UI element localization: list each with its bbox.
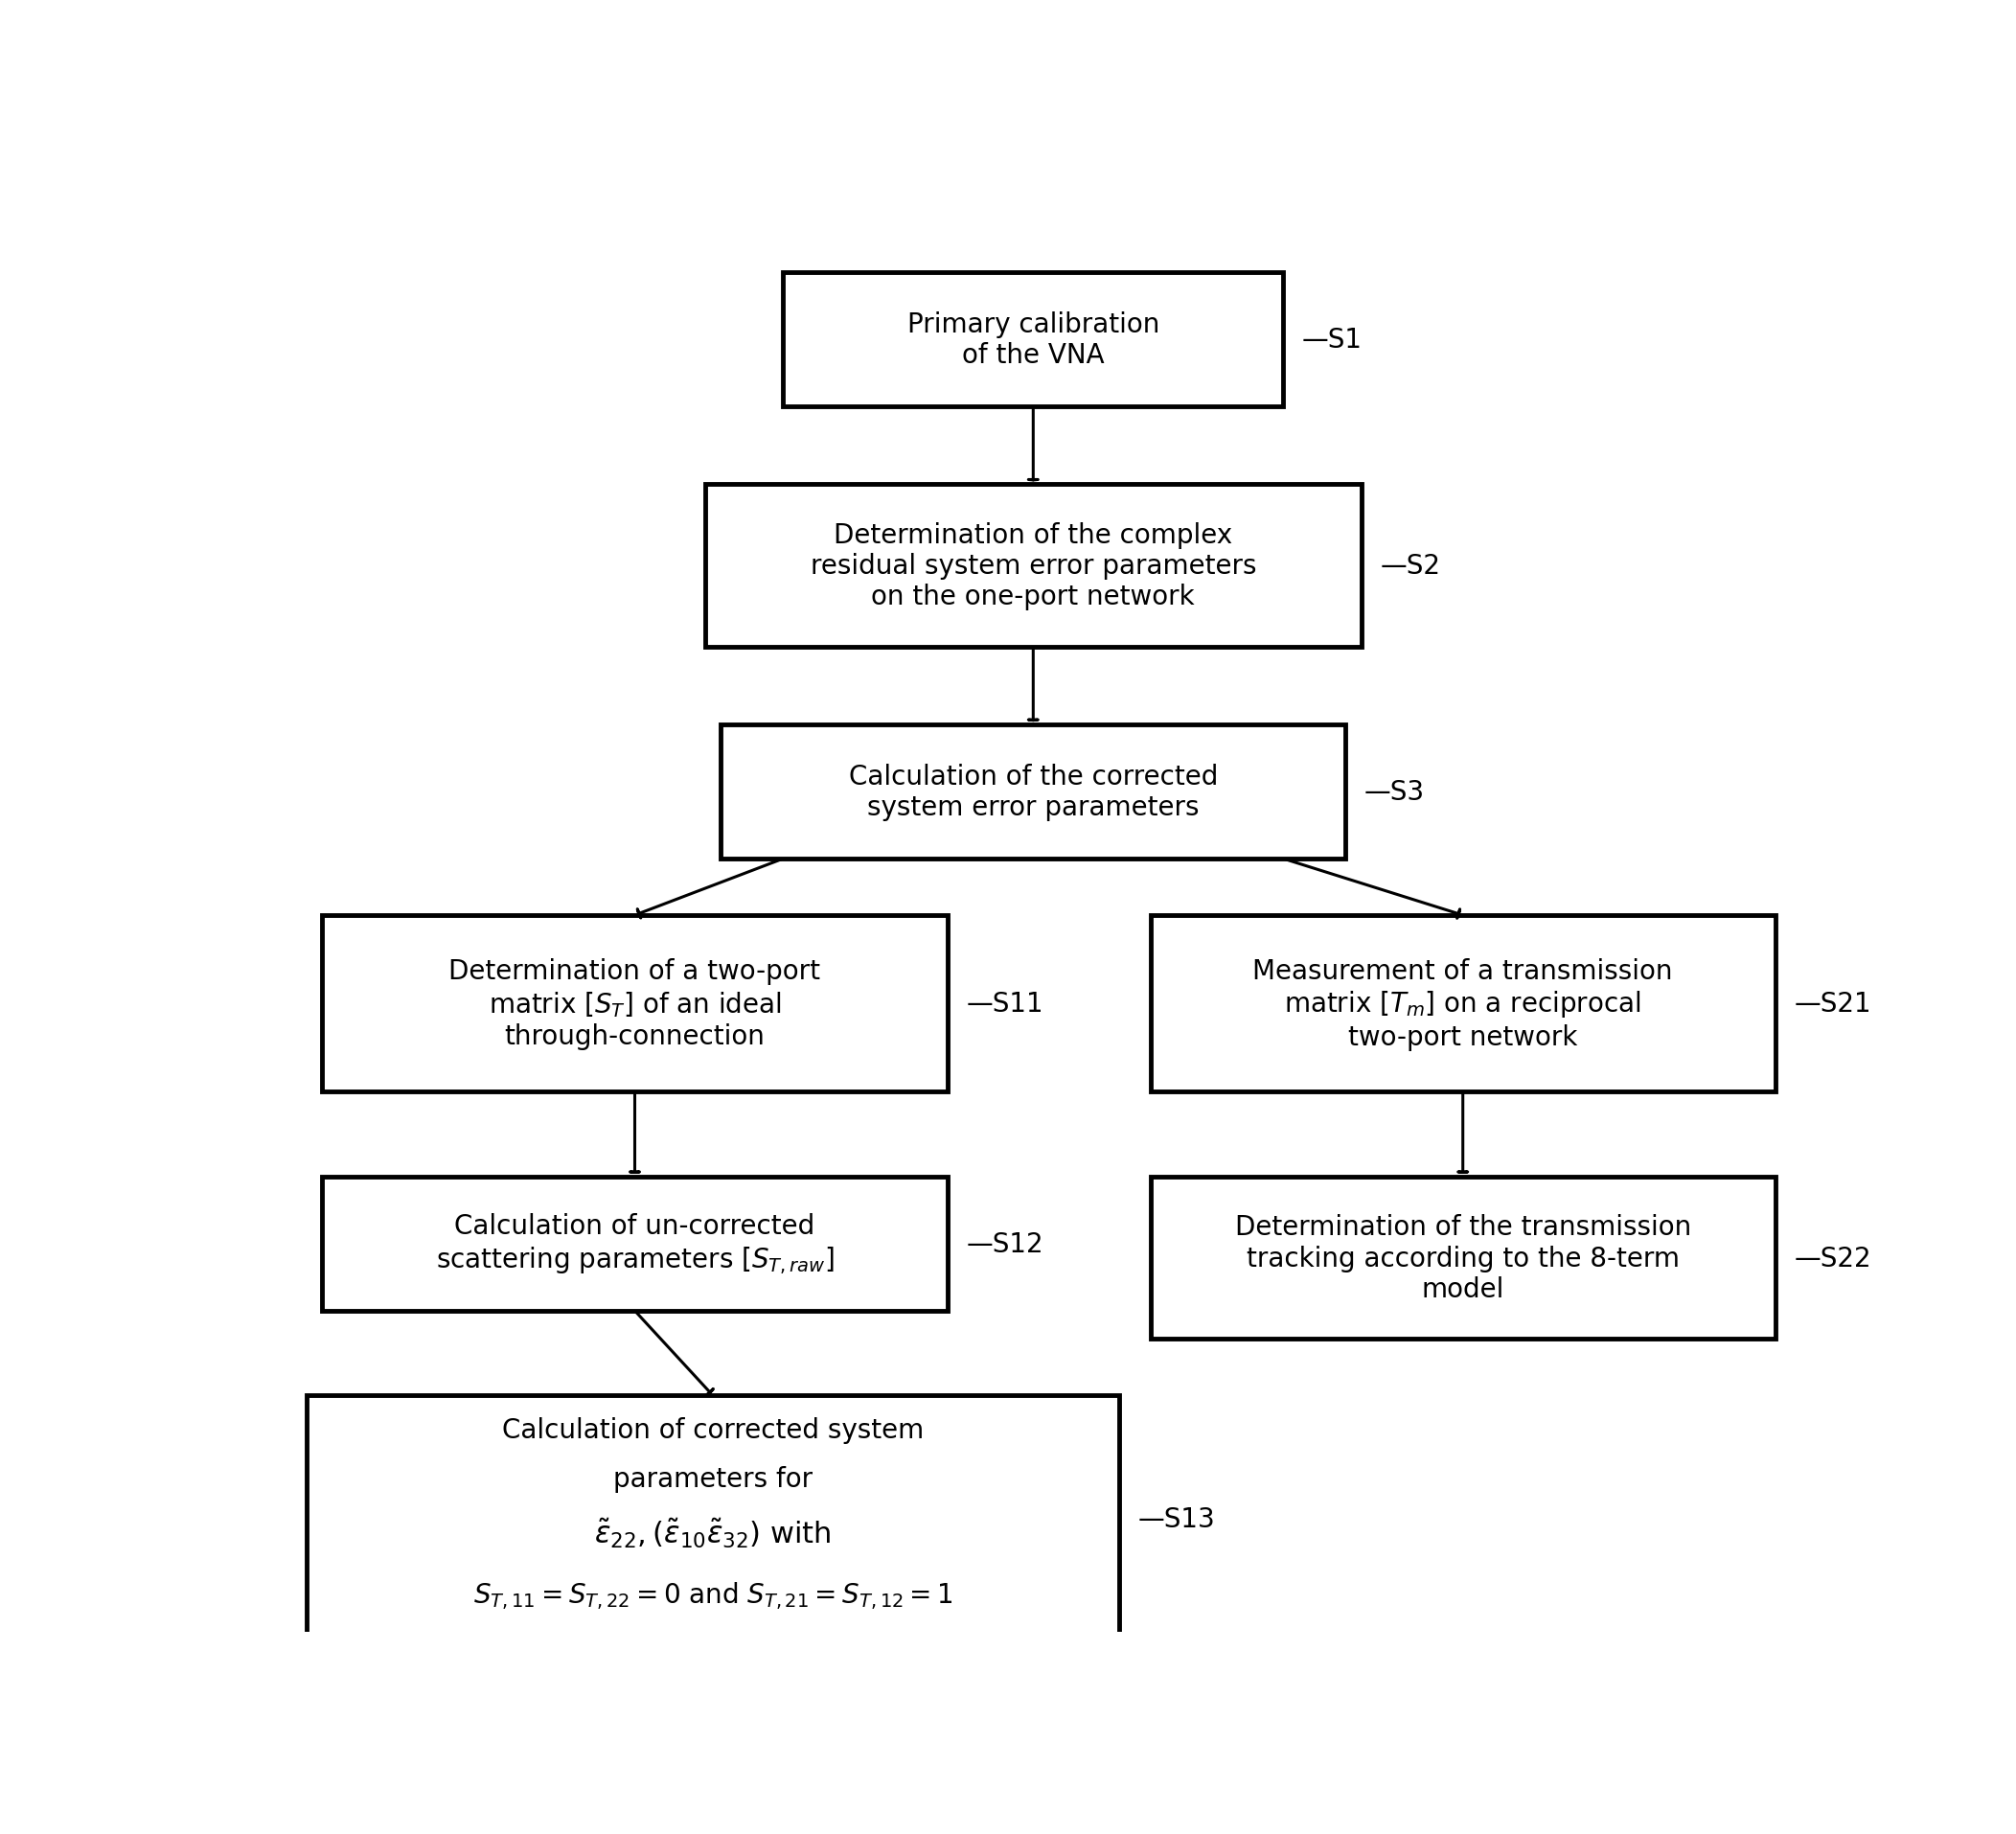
Text: Determination of a two-port
matrix [$S_T$] of an ideal
through-connection: Determination of a two-port matrix [$S_T… (450, 957, 821, 1049)
FancyBboxPatch shape (323, 915, 948, 1091)
Text: Calculation of the corrected
system error parameters: Calculation of the corrected system erro… (849, 763, 1218, 822)
Text: —S21: —S21 (1794, 990, 1871, 1018)
Text: —S3: —S3 (1365, 779, 1425, 805)
Text: Calculation of un-corrected
scattering parameters [$S_{T,raw}$]: Calculation of un-corrected scattering p… (435, 1212, 835, 1275)
Text: —S11: —S11 (966, 990, 1042, 1018)
Text: Primary calibration
of the VNA: Primary calibration of the VNA (907, 312, 1159, 369)
Text: —S12: —S12 (966, 1231, 1042, 1258)
Text: —S13: —S13 (1137, 1506, 1216, 1533)
Text: Determination of the complex
residual system error parameters
on the one-port ne: Determination of the complex residual sy… (810, 521, 1256, 611)
Text: Determination of the transmission
tracking according to the 8-term
model: Determination of the transmission tracki… (1234, 1214, 1691, 1302)
Text: $\tilde{\varepsilon}_{22},(\tilde{\varepsilon}_{10}\tilde{\varepsilon}_{32})$ wi: $\tilde{\varepsilon}_{22},(\tilde{\varep… (595, 1517, 831, 1550)
Text: —S2: —S2 (1381, 552, 1439, 580)
Text: —S1: —S1 (1302, 326, 1363, 354)
FancyBboxPatch shape (1151, 1177, 1776, 1339)
Text: parameters for: parameters for (613, 1465, 812, 1493)
Text: Measurement of a transmission
matrix [$T_m$] on a reciprocal
two-port network: Measurement of a transmission matrix [$T… (1252, 957, 1673, 1051)
Text: Calculation of corrected system: Calculation of corrected system (502, 1416, 923, 1443)
FancyBboxPatch shape (1151, 915, 1776, 1091)
FancyBboxPatch shape (706, 484, 1361, 647)
FancyBboxPatch shape (722, 724, 1347, 858)
Text: $S_{T,11} = S_{T,22} = 0$ and $S_{T,21} = S_{T,12} = 1$: $S_{T,11} = S_{T,22} = 0$ and $S_{T,21} … (474, 1581, 954, 1612)
FancyBboxPatch shape (323, 1177, 948, 1311)
FancyBboxPatch shape (782, 273, 1282, 407)
Text: —S22: —S22 (1794, 1245, 1871, 1271)
FancyBboxPatch shape (306, 1396, 1119, 1643)
